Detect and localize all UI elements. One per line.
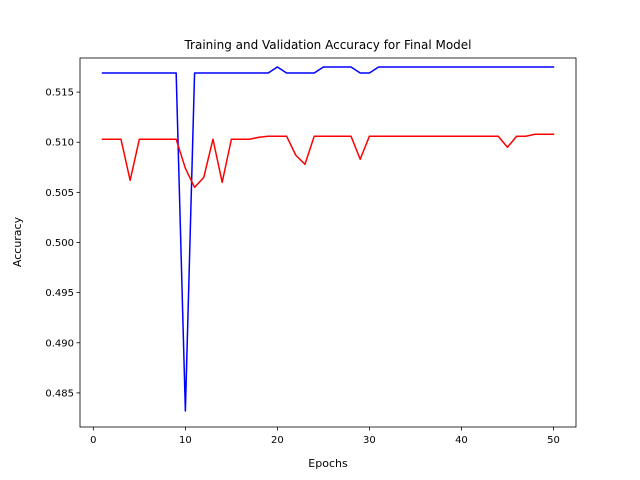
x-tick-label: 10 bbox=[179, 435, 192, 446]
x-tick-label: 50 bbox=[547, 435, 560, 446]
y-tick-label: 0.510 bbox=[45, 138, 74, 149]
x-tick-label: 20 bbox=[271, 435, 284, 446]
series-line-0 bbox=[101, 66, 555, 412]
x-tick-label: 30 bbox=[363, 435, 376, 446]
y-axis: 0.485 0.490 0.495 0.500 0.505 0.510 0.515 bbox=[45, 88, 80, 399]
series-line-1 bbox=[101, 133, 555, 189]
y-tick-label: 0.490 bbox=[45, 338, 74, 349]
x-tick-label: 40 bbox=[455, 435, 468, 446]
y-axis-label: Accuracy bbox=[11, 216, 24, 267]
x-axis-label: Epochs bbox=[308, 457, 348, 470]
x-tick-label: 0 bbox=[90, 435, 96, 446]
chart-title: Training and Validation Accuracy for Fin… bbox=[183, 38, 471, 52]
plot-lines bbox=[101, 66, 555, 412]
y-tick-label: 0.495 bbox=[45, 288, 74, 299]
y-tick-label: 0.500 bbox=[45, 238, 74, 249]
y-tick-label: 0.485 bbox=[45, 388, 74, 399]
x-axis: 0 10 20 30 40 50 bbox=[90, 427, 560, 446]
y-tick-label: 0.505 bbox=[45, 188, 74, 199]
y-tick-label: 0.515 bbox=[45, 88, 74, 99]
